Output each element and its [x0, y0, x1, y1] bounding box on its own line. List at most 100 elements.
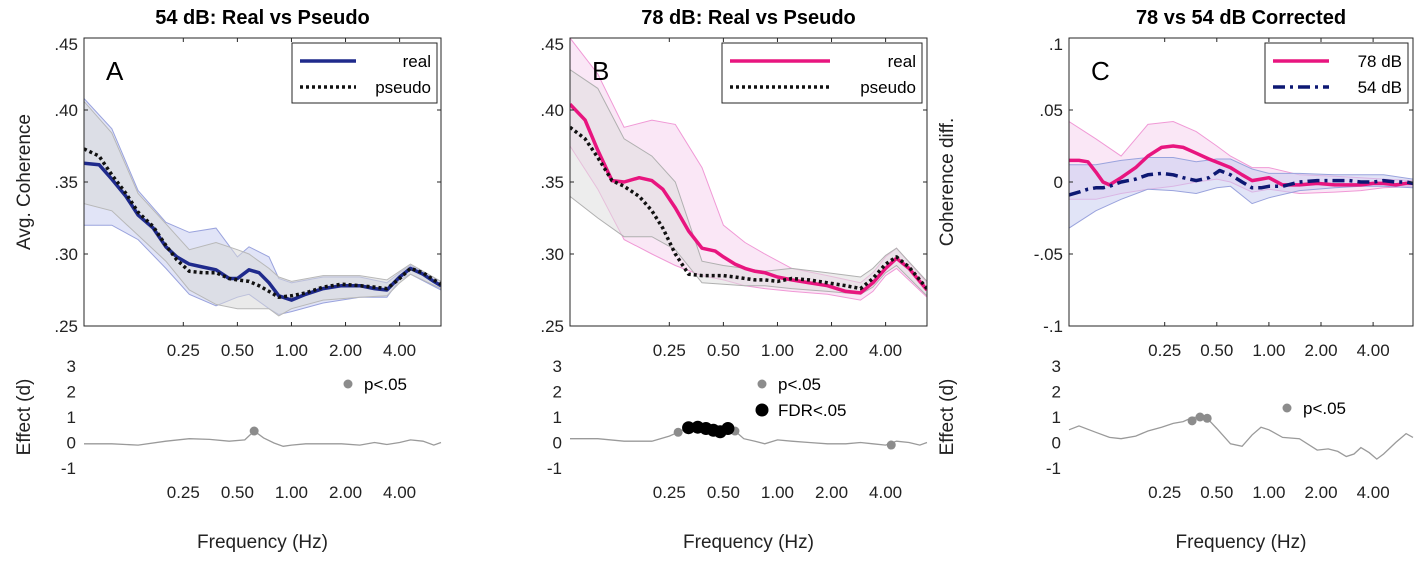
y-tick-label: .40	[54, 101, 78, 120]
confidence-band	[1069, 157, 1413, 229]
effect-legend-marker	[757, 379, 767, 389]
effect-y-tick-label: 2	[553, 383, 562, 402]
series-line	[1069, 168, 1413, 197]
y-tick-label: -.1	[1043, 317, 1063, 336]
legend-label: pseudo	[860, 78, 916, 97]
effect-y-tick-label: -1	[1046, 459, 1061, 478]
x-tick-label: 0.50	[1200, 341, 1233, 360]
x-axis-label: Frequency (Hz)	[197, 532, 328, 553]
x-tick-label: 0.50	[707, 341, 740, 360]
y-tick-label: .1	[1049, 35, 1063, 54]
plot-area	[570, 38, 927, 301]
p05-point	[249, 426, 259, 436]
y-tick-label: .35	[54, 173, 78, 192]
y-tick-label: .30	[54, 245, 78, 264]
legend-label: pseudo	[375, 78, 431, 97]
series-line	[570, 102, 927, 295]
y-tick-label: .45	[540, 35, 564, 54]
effect-x-tick-label: 0.25	[1148, 483, 1181, 502]
effect-y-tick-label: -1	[61, 459, 76, 478]
p05-point	[1187, 416, 1197, 426]
effect-y-tick-label: 2	[1052, 383, 1061, 402]
effect-x-tick-label: 2.00	[1304, 483, 1337, 502]
x-tick-label: 4.00	[383, 341, 416, 360]
panel-letter: B	[592, 56, 609, 86]
effect-x-tick-label: 0.50	[1200, 483, 1233, 502]
effect-legend-label: p<.05	[1303, 399, 1346, 418]
effect-y-tick-label: -1	[547, 459, 562, 478]
panel-letter: C	[1091, 56, 1110, 86]
effect-x-tick-label: 0.50	[707, 483, 740, 502]
plot-area	[84, 97, 441, 317]
x-tick-label: 0.50	[221, 341, 254, 360]
chart-title: 78 vs 54 dB Corrected	[1136, 7, 1346, 29]
effect-legend-marker	[343, 379, 353, 389]
y-tick-label: .05	[1039, 101, 1063, 120]
x-tick-label: 4.00	[869, 341, 902, 360]
panel-C: -.1 -.05 0 .05 .1 0.25 0.50 1.00 2.00 4.00 78 vs 5…	[937, 7, 1414, 553]
series-line	[84, 147, 441, 299]
fdr-point	[721, 421, 735, 435]
legend-box	[721, 42, 923, 104]
effect-line	[84, 430, 442, 447]
legend-label: real	[888, 52, 916, 71]
y-tick-label: .30	[540, 245, 564, 264]
x-tick-label: 0.25	[1148, 341, 1181, 360]
p05-point	[1195, 412, 1205, 422]
y-axis-label: Avg. Coherence	[14, 114, 35, 250]
x-tick-label: 0.25	[653, 341, 686, 360]
x-axis-label: Frequency (Hz)	[683, 532, 814, 553]
legend-label: real	[403, 52, 431, 71]
legend-box	[1264, 42, 1409, 104]
effect-y-tick-label: 1	[553, 408, 562, 427]
x-tick-label: 2.00	[1304, 341, 1337, 360]
effect-x-tick-label: 4.00	[383, 483, 416, 502]
effect-y-tick-label: 0	[67, 434, 76, 453]
y-tick-label: .35	[540, 173, 564, 192]
effect-y-tick-label: 2	[67, 383, 76, 402]
y-tick-label: -.05	[1034, 245, 1063, 264]
p05-point	[673, 427, 683, 437]
chart-title: 54 dB: Real vs Pseudo	[155, 7, 370, 29]
confidence-band	[84, 100, 441, 317]
effect-line	[570, 426, 928, 446]
effect-line	[1068, 416, 1414, 460]
x-tick-label: 1.00	[275, 341, 308, 360]
panel-letter: A	[106, 56, 124, 86]
effect-x-tick-label: 0.25	[653, 483, 686, 502]
y-tick-label: .25	[54, 317, 78, 336]
effect-legend-label: p<.05	[364, 375, 407, 394]
y-tick-label: 0	[1054, 173, 1063, 192]
fdr-point	[682, 421, 696, 435]
effect-x-tick-label: 4.00	[1357, 483, 1390, 502]
y-axis-label: Coherence diff.	[937, 118, 958, 247]
legend-label: 54 dB	[1358, 78, 1402, 97]
effect-x-tick-label: 0.50	[221, 483, 254, 502]
effect-x-tick-label: 1.00	[761, 483, 794, 502]
effect-y-tick-label: 1	[67, 408, 76, 427]
effect-y-tick-label: 0	[553, 434, 562, 453]
effect-y-tick-label: 3	[553, 357, 562, 376]
plot-area	[1069, 120, 1413, 229]
y-tick-label: .45	[54, 35, 78, 54]
effect-y-tick-label: 0	[1052, 434, 1061, 453]
effect-y-tick-label: 3	[1052, 357, 1061, 376]
effect-legend-label: p<.05	[778, 375, 821, 394]
p05-point	[886, 440, 896, 450]
panel-A: .25 .30 .35 .40 .45 0.25 0.50 1.00 2.00 4.00 54 dB…	[14, 7, 442, 553]
effect-legend-label: FDR<.05	[778, 401, 847, 420]
x-tick-label: 4.00	[1357, 341, 1390, 360]
effect-x-tick-label: 0.25	[167, 483, 200, 502]
effect-x-tick-label: 2.00	[815, 483, 848, 502]
x-tick-label: 2.00	[815, 341, 848, 360]
x-tick-label: 2.00	[329, 341, 362, 360]
p05-point	[1202, 413, 1212, 423]
y-tick-label: .40	[540, 101, 564, 120]
effect-legend-marker	[1282, 403, 1292, 413]
x-tick-label: 1.00	[1252, 341, 1285, 360]
effect-x-tick-label: 2.00	[329, 483, 362, 502]
confidence-band	[570, 69, 927, 297]
x-axis-label: Frequency (Hz)	[1176, 532, 1307, 553]
x-tick-label: 0.25	[167, 341, 200, 360]
